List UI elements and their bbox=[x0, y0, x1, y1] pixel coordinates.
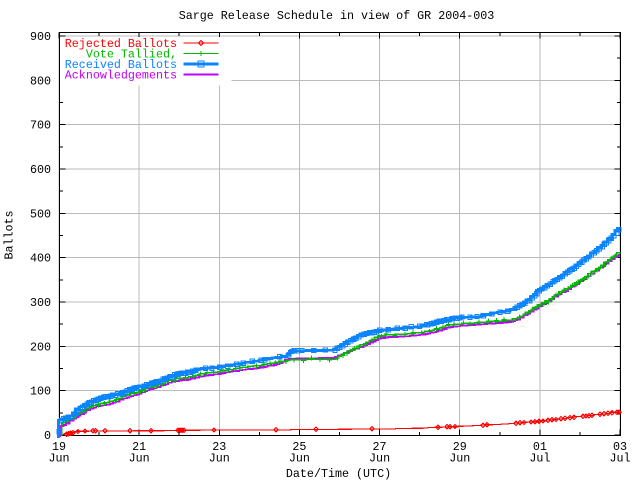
svg-text:200: 200 bbox=[30, 340, 51, 354]
svg-text:25: 25 bbox=[292, 440, 306, 454]
svg-text:0: 0 bbox=[44, 429, 51, 443]
svg-text:21: 21 bbox=[132, 440, 146, 454]
svg-text:19: 19 bbox=[52, 440, 66, 454]
svg-text:Jun: Jun bbox=[449, 452, 470, 466]
svg-text:Jun: Jun bbox=[129, 452, 150, 466]
svg-text:900: 900 bbox=[30, 30, 51, 44]
svg-text:Jul: Jul bbox=[529, 452, 550, 466]
svg-text:01: 01 bbox=[533, 440, 547, 454]
svg-text:300: 300 bbox=[30, 296, 51, 310]
svg-text:Date/Time (UTC): Date/Time (UTC) bbox=[286, 467, 391, 480]
svg-text:03: 03 bbox=[613, 440, 627, 454]
svg-text:Acknowledgements: Acknowledgements bbox=[65, 69, 177, 83]
svg-text:29: 29 bbox=[453, 440, 467, 454]
svg-text:27: 27 bbox=[373, 440, 387, 454]
svg-text:Jun: Jun bbox=[369, 452, 390, 466]
svg-text:Jun: Jun bbox=[289, 452, 310, 466]
svg-text:Jun: Jun bbox=[209, 452, 230, 466]
svg-text:400: 400 bbox=[30, 252, 51, 266]
svg-text:100: 100 bbox=[30, 385, 51, 399]
svg-text:23: 23 bbox=[212, 440, 226, 454]
svg-text:800: 800 bbox=[30, 74, 51, 88]
svg-text:Vote Tallied,: Vote Tallied, bbox=[86, 48, 177, 62]
svg-text:Jun: Jun bbox=[48, 452, 69, 466]
svg-text:Sarge Release Schedule in view: Sarge Release Schedule in view of GR 200… bbox=[179, 9, 495, 23]
svg-text:600: 600 bbox=[30, 163, 51, 177]
svg-text:500: 500 bbox=[30, 207, 51, 221]
svg-text:Ballots: Ballots bbox=[3, 210, 17, 259]
svg-text:Rejected Ballots: Rejected Ballots bbox=[65, 37, 177, 51]
svg-text:Received Ballots: Received Ballots bbox=[65, 58, 177, 72]
svg-text:700: 700 bbox=[30, 119, 51, 133]
svg-text:Jul: Jul bbox=[609, 452, 630, 466]
